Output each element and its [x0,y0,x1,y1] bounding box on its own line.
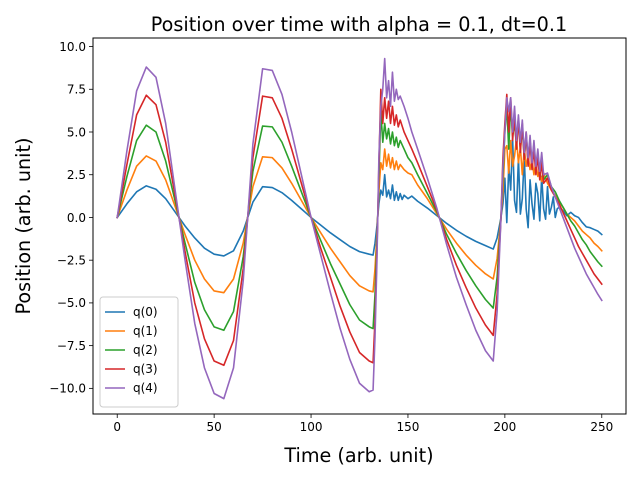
y-tick-label: −2.5 [57,253,86,267]
series-line-q0 [116,138,603,257]
legend-label-q1: q(1) [133,324,158,338]
legend-box [99,296,179,408]
x-tick-label: 50 [206,420,221,434]
plot-lines [116,57,603,400]
y-tick-label: 0.0 [67,211,86,225]
y-axis-ticks: −10.0 −7.5 −5.0 −2.5 0.0 2.5 5.0 7.5 10.0 [49,40,93,396]
y-tick-label: −7.5 [57,339,86,353]
x-tick-label: 250 [590,420,613,434]
series-line-q3 [116,88,603,367]
y-tick-label: 7.5 [67,83,86,97]
legend-label-q0: q(0) [133,305,158,319]
legend-label-q3: q(3) [133,362,158,376]
y-tick-label: −10.0 [49,382,86,396]
y-tick-label: 10.0 [59,40,86,54]
series-line-q4 [116,57,603,400]
legend-label-q4: q(4) [133,381,158,395]
x-axis-label: Time (arb. unit) [283,444,433,467]
y-tick-label: 5.0 [67,125,86,139]
legend: q(0) q(1) q(2) q(3) q(4) [99,296,179,408]
y-tick-label: −5.0 [57,296,86,310]
y-axis-label: Position (arb. unit) [12,138,35,315]
x-tick-label: 100 [300,420,323,434]
legend-label-q2: q(2) [133,343,158,357]
y-tick-label: 2.5 [67,168,86,182]
x-tick-label: 200 [493,420,516,434]
axes-frame [92,37,627,415]
x-axis-ticks: 0 50 100 150 200 250 [113,414,613,434]
x-tick-label: 150 [397,420,420,434]
chart-title: Position over time with alpha = 0.1, dt=… [151,13,567,36]
x-tick-label: 0 [113,420,121,434]
